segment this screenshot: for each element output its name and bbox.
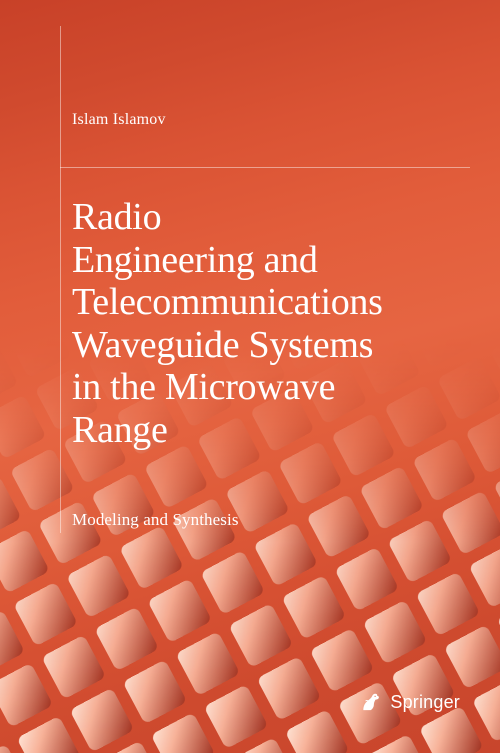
vertical-rule: [60, 26, 61, 533]
title-line: Range: [72, 409, 470, 452]
book-cover: Islam Islamov RadioEngineering andTeleco…: [0, 0, 500, 753]
author-name: Islam Islamov: [72, 111, 166, 129]
book-subtitle: Modeling and Synthesis: [72, 510, 239, 530]
springer-horse-icon: [356, 689, 382, 715]
title-line: in the Microwave: [72, 366, 470, 409]
title-line: Engineering and: [72, 239, 470, 282]
publisher-name: Springer: [390, 692, 460, 713]
publisher-block: Springer: [356, 689, 460, 715]
title-line: Telecommunications: [72, 281, 470, 324]
title-line: Waveguide Systems: [72, 324, 470, 367]
horizontal-rule: [60, 167, 470, 168]
book-title: RadioEngineering andTelecommunicationsWa…: [72, 196, 470, 451]
title-line: Radio: [72, 196, 470, 239]
